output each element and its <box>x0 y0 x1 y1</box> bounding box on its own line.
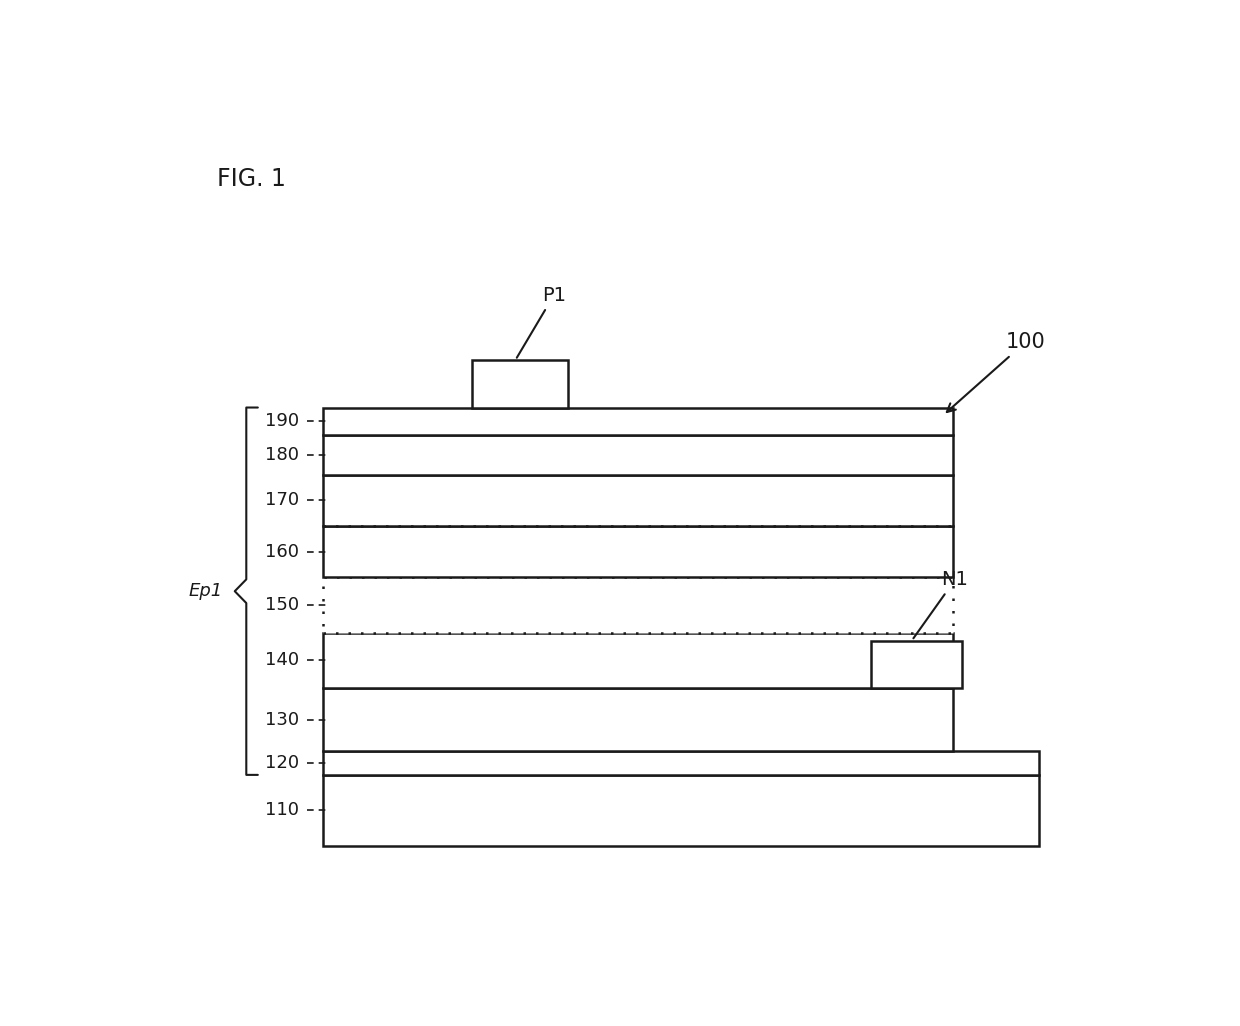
Text: P1: P1 <box>517 286 565 358</box>
Text: 170: 170 <box>265 491 299 509</box>
Text: 150: 150 <box>265 596 299 614</box>
Bar <box>870 640 962 688</box>
Text: 120: 120 <box>265 754 299 772</box>
Bar <box>324 526 952 578</box>
Text: 190: 190 <box>265 412 299 430</box>
Text: 160: 160 <box>265 543 299 560</box>
Text: FIG. 1: FIG. 1 <box>217 166 286 191</box>
Bar <box>324 578 952 633</box>
Bar <box>324 688 952 751</box>
Text: 100: 100 <box>947 332 1045 412</box>
Bar <box>472 360 568 407</box>
Text: Ep1: Ep1 <box>188 582 222 600</box>
Bar <box>324 775 1039 846</box>
Bar <box>324 407 952 435</box>
Bar <box>324 435 952 475</box>
Text: 110: 110 <box>265 801 299 820</box>
Bar <box>324 633 952 688</box>
Text: 130: 130 <box>265 711 299 728</box>
Text: 140: 140 <box>265 652 299 669</box>
Bar <box>324 475 952 526</box>
Text: 180: 180 <box>265 446 299 464</box>
Bar <box>324 751 1039 775</box>
Text: N1: N1 <box>914 570 968 638</box>
